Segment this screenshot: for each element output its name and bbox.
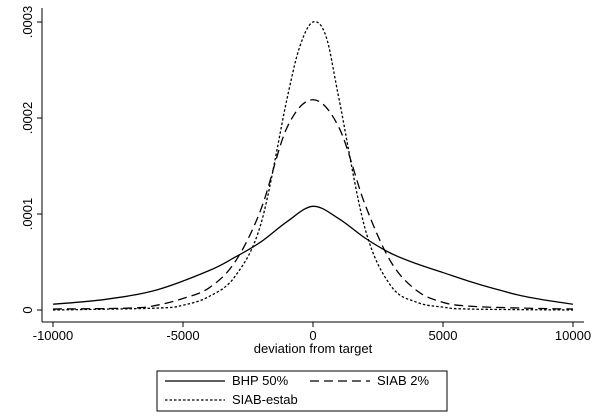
x-tick-label: 5000: [429, 328, 458, 343]
y-tick-label: .0003: [20, 6, 35, 39]
x-tick-label: 10000: [555, 328, 591, 343]
legend-box: [156, 370, 448, 412]
y-tick-label: .0002: [20, 102, 35, 135]
y-tick-label: .0001: [20, 198, 35, 231]
series-line-0: [52, 205, 574, 305]
legend: BHP 50% SIAB 2% SIAB-estab: [156, 370, 448, 412]
legend-label: SIAB 2%: [377, 373, 429, 388]
x-tick-label: -10000: [33, 328, 73, 343]
y-tick-label: 0: [20, 306, 35, 313]
x-tick-label: 0: [309, 328, 316, 343]
x-axis-title: deviation from target: [254, 341, 373, 356]
legend-label: SIAB-estab: [232, 392, 298, 407]
series-line-1: [52, 99, 574, 310]
x-tick-label: -5000: [166, 328, 199, 343]
series-lines: [52, 20, 574, 311]
series-line-2: [52, 20, 574, 311]
legend-label: BHP 50%: [232, 373, 289, 388]
axes: -10000 -5000 0 5000 10000 0 .0001 .0002 .0003: [20, 6, 591, 343]
